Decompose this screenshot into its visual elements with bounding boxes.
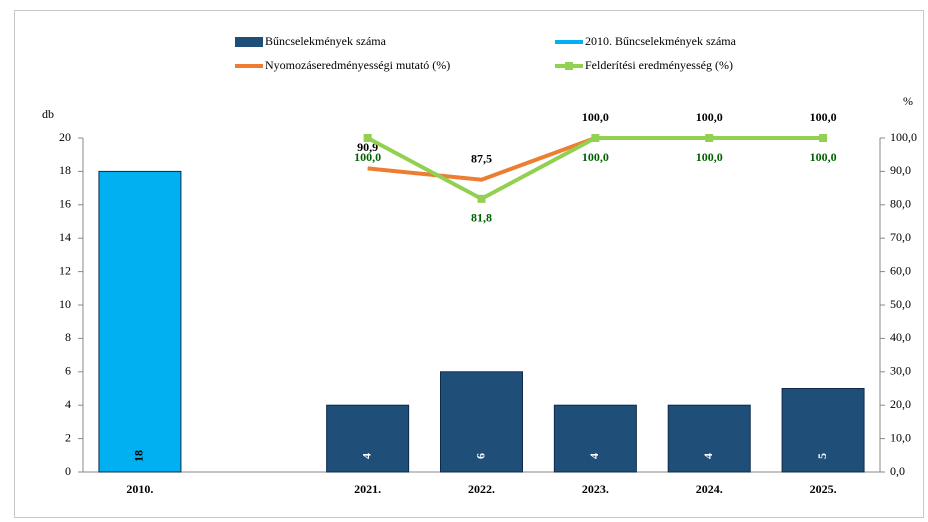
line-marker [591,134,599,142]
y2-tick-label: 60,0 [890,263,911,277]
bar [668,405,750,472]
y2-tick-label: 80,0 [890,197,911,211]
y-tick-label: 10 [59,297,71,311]
line-marker [478,195,486,203]
line-value-label: 100,0 [696,150,723,164]
y-tick-label: 18 [59,163,71,177]
x-tick-label: 2021. [354,482,381,496]
y-tick-label: 14 [59,230,71,244]
line-value-label: 81,8 [471,211,492,225]
line-value-label: 100,0 [354,150,381,164]
legend-label: Nyomozáseredményességi mutató (%) [265,58,450,72]
x-tick-label: 2010. [126,482,153,496]
legend-label: Bűncselekmények száma [265,34,387,48]
y2-tick-label: 0,0 [890,464,905,478]
line-value-label: 100,0 [696,110,723,124]
y-tick-label: 12 [59,263,71,277]
y-tick-label: 20 [59,130,71,144]
y2-tick-label: 40,0 [890,330,911,344]
bar-value-label: 18 [132,450,146,462]
y2-tick-label: 90,0 [890,163,911,177]
y2-tick-label: 70,0 [890,230,911,244]
x-tick-label: 2022. [468,482,495,496]
y-axis-label: db [42,107,54,121]
line-value-label: 100,0 [582,150,609,164]
bar [327,405,409,472]
bar-value-label: 4 [701,453,715,459]
y-tick-label: 4 [65,397,71,411]
line-value-label: 87,5 [471,152,492,166]
y-tick-label: 0 [65,464,71,478]
bar-value-label: 4 [359,453,373,459]
line-marker [364,134,372,142]
y2-tick-label: 20,0 [890,397,911,411]
bar [99,171,181,472]
line-marker [705,134,713,142]
legend-label: 2010. Bűncselekmények száma [585,34,737,48]
x-tick-label: 2025. [810,482,837,496]
line-value-label: 100,0 [810,110,837,124]
y2-tick-label: 50,0 [890,297,911,311]
y2-tick-label: 10,0 [890,430,911,444]
legend-swatch [235,37,263,47]
y2-axis-label: % [903,94,913,108]
y-tick-label: 6 [65,364,71,378]
y2-tick-label: 30,0 [890,364,911,378]
chart: db % 0 2 4 6 8 10 12 14 16 18 20 0,0 10,0 20,0 30,0 40,… [0,0,928,522]
y-tick-label: 16 [59,197,71,211]
line-marker [819,134,827,142]
bar-value-label: 6 [473,453,487,459]
y-tick-label: 2 [65,430,71,444]
y2-tick-label: 100,0 [890,130,917,144]
x-tick-label: 2024. [696,482,723,496]
bar [554,405,636,472]
line-value-label: 100,0 [582,110,609,124]
line-value-label: 100,0 [810,150,837,164]
bar-value-label: 4 [587,453,601,459]
x-tick-label: 2023. [582,482,609,496]
legend-label: Felderítési eredményesség (%) [585,58,733,72]
y-tick-label: 8 [65,330,71,344]
legend-marker [565,62,573,70]
bar-value-label: 5 [815,453,829,459]
